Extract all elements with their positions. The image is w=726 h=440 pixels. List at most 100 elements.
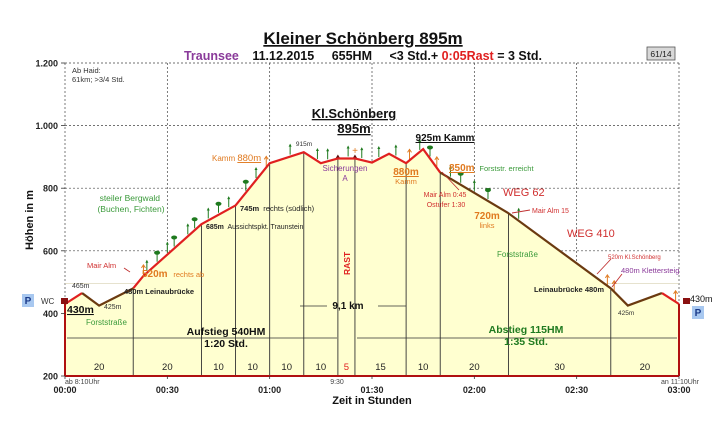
y-tick-label: 800 bbox=[43, 184, 58, 194]
mair-alm-15: Mair Alm 15 bbox=[532, 208, 569, 215]
profile-fill bbox=[65, 149, 679, 376]
profile-line-start-forest-road bbox=[81, 287, 134, 307]
weg-410: WEG 410 bbox=[567, 228, 615, 240]
parking-right-label: P bbox=[695, 308, 702, 319]
height-850: 850m bbox=[449, 163, 475, 174]
chart-title: Kleiner Schönberg 895m bbox=[263, 29, 462, 48]
segment-label: 20 bbox=[162, 362, 173, 373]
y-tick-label: 600 bbox=[43, 246, 58, 256]
mair-alm-045: Mair Alm 0:45 bbox=[424, 192, 467, 199]
segment-label: 20 bbox=[94, 362, 105, 373]
forststrasse-right: Forststraße bbox=[497, 250, 538, 259]
segment-label: 10 bbox=[281, 362, 292, 373]
mair-alm-note: Mair Alm 0:45 Ostufer 1:30 bbox=[424, 192, 469, 209]
segment-label: 5 bbox=[344, 362, 349, 373]
segment-label: 15 bbox=[375, 362, 386, 373]
ab-haid-note: Ab Haid: 61km; >3/4 Std. bbox=[72, 66, 125, 84]
aussicht-685: 685m Aussichtspkt. Traunstein bbox=[206, 224, 303, 231]
leinau-down: Leinaubrücke 480m bbox=[534, 285, 604, 294]
end-marker bbox=[683, 298, 690, 304]
y-tick-label: 400 bbox=[43, 309, 58, 319]
subtitle-place: Traunsee bbox=[184, 49, 239, 63]
segment-label: 10 bbox=[247, 362, 258, 373]
start-height: 430m bbox=[67, 304, 94, 316]
segment-lines bbox=[132, 152, 612, 376]
segment-duration-labels: 20 20 10 10 10 10 5 15 10 20 30 20 bbox=[94, 362, 650, 373]
height-520-value: 520m bbox=[142, 269, 168, 280]
x-tick-label: 00:30 bbox=[156, 385, 179, 395]
x-axis-label: Zeit in Stunden bbox=[332, 395, 412, 407]
parking-right: P bbox=[692, 306, 704, 319]
klettersteig-480: 480m Klettersteig bbox=[621, 266, 679, 275]
subtitle-date: 11.12.2015 bbox=[252, 49, 314, 63]
sicherungen: Sicherungen bbox=[323, 164, 368, 173]
segment-label: 10 bbox=[418, 362, 429, 373]
height-915: 915m bbox=[296, 141, 312, 148]
segment-label: 30 bbox=[554, 362, 565, 373]
profile-line-descent bbox=[439, 171, 663, 307]
descent-label: Abstieg 115HM bbox=[489, 324, 564, 336]
parking-left-label: P bbox=[25, 296, 32, 307]
height-425-right: 425m bbox=[618, 310, 634, 317]
wc-label: WC bbox=[41, 297, 55, 306]
x-tick-label: 02:30 bbox=[565, 385, 588, 395]
y-axis-ticks: 200 400 600 800 1.000 1.200 bbox=[35, 59, 65, 382]
subtitle-rest: 0:05Rast bbox=[442, 49, 495, 63]
kamm-880-left: Kamm 880m bbox=[212, 153, 261, 164]
links-label: links bbox=[479, 221, 494, 230]
height-685: 685m bbox=[206, 224, 224, 231]
y-tick-label: 200 bbox=[43, 372, 58, 382]
bergwald-line2: (Buchen, Fichten) bbox=[97, 204, 164, 214]
x-tick-label: 00:00 bbox=[53, 385, 76, 395]
x-tick-label: 01:00 bbox=[258, 385, 281, 395]
rechts-745: 745m rechts (südlich) bbox=[240, 204, 315, 213]
pointer-arrows bbox=[123, 171, 623, 288]
weg-62: WEG 62 bbox=[503, 187, 545, 199]
start-time: ab 8:10Uhr bbox=[65, 379, 100, 386]
distance-label: 9,1 km bbox=[332, 301, 363, 312]
x-axis-ticks: 00:00 00:30 01:00 01:30 02:00 02:30 03:00 bbox=[53, 376, 691, 395]
leinau-up: 480m Leinaubrücke bbox=[124, 287, 194, 296]
subtitle-time-a: <3 Std.+ bbox=[389, 49, 441, 63]
ascent-time: 1:20 Std. bbox=[204, 338, 248, 350]
chart-subtitle: Traunsee 11.12.2015 655HM <3 Std.+ 0:05R… bbox=[184, 49, 542, 63]
height-745: 745m bbox=[240, 204, 260, 213]
subtitle-time-b: = 3 Std. bbox=[497, 49, 542, 63]
parking-left: P bbox=[22, 294, 34, 307]
profile-line-ascent bbox=[132, 147, 442, 290]
summit-height: 895m bbox=[337, 121, 370, 136]
bergwald-line1: steiler Bergwald bbox=[100, 193, 161, 203]
y-tick-label: 1.200 bbox=[35, 59, 58, 69]
mair-alm: Mair Alm bbox=[87, 261, 116, 270]
rechts-suedlich: rechts (südlich) bbox=[263, 204, 314, 213]
segment-label: 20 bbox=[469, 362, 480, 373]
rast-label: RAST bbox=[342, 251, 352, 275]
bergwald-note: steiler Bergwald (Buchen, Fichten) bbox=[97, 193, 164, 214]
start-marker bbox=[61, 298, 68, 304]
height-720: 720m bbox=[474, 211, 500, 222]
kl-schoenberg-520: 520m Kl.Schönberg bbox=[608, 255, 661, 261]
height-425-left: 425m bbox=[104, 304, 122, 311]
end-height: 430m bbox=[690, 294, 713, 304]
forststrasse-left: Forststraße bbox=[86, 318, 127, 327]
badge-label: 61/14 bbox=[650, 49, 672, 59]
subtitle-hm: 655HM bbox=[332, 49, 372, 63]
kamm-mid: Kamm bbox=[395, 177, 417, 186]
ascent-label: Aufstieg 540HM bbox=[187, 326, 266, 338]
height-880-left: 880m bbox=[237, 153, 261, 164]
ab-haid-line2: 61km; >3/4 Std. bbox=[72, 75, 125, 84]
kamm-left-label: Kamm bbox=[212, 154, 237, 163]
segment-label: 10 bbox=[316, 362, 327, 373]
kamm-925: 925m Kamm bbox=[416, 133, 475, 144]
page-badge: 61/14 bbox=[646, 46, 676, 61]
sicherungen-a: A bbox=[342, 174, 348, 183]
summit-name: Kl.Schönberg bbox=[312, 106, 397, 121]
rechts-ab: rechts ab bbox=[173, 270, 204, 279]
summit-cross: + bbox=[352, 146, 358, 157]
y-axis-label: Höhen in m bbox=[24, 190, 36, 250]
x-tick-label: 03:00 bbox=[667, 385, 690, 395]
x-tick-label: 01:30 bbox=[360, 385, 383, 395]
descent-time: 1:35 Std. bbox=[504, 336, 548, 348]
rest-time: 9:30 bbox=[330, 379, 344, 386]
